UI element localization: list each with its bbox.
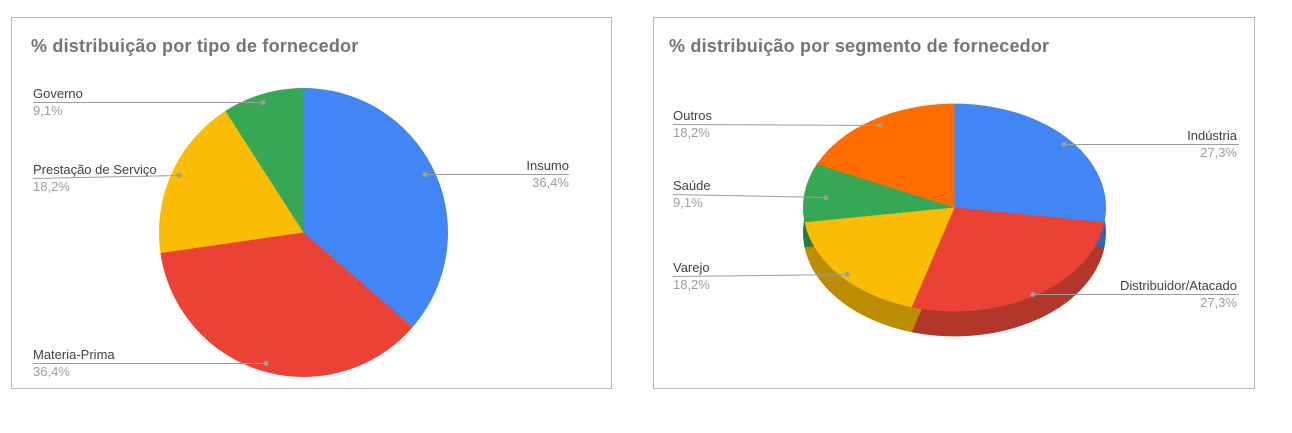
slice-label-industria: Indústria 27,3%	[1187, 128, 1237, 160]
slice-label-distribuidor-atacado: Distribuidor/Atacado 27,3%	[1119, 278, 1237, 310]
slice-label-governo: Governo 9,1%	[33, 86, 83, 118]
chart-card-segmento-fornecedor[interactable]: % distribuição por segmento de fornecedo…	[653, 17, 1255, 389]
slice-label-saude: Saúde 9,1%	[673, 178, 711, 210]
slice-label-varejo: Varejo 18,2%	[673, 260, 710, 292]
pie-chart-tipo[interactable]	[159, 88, 448, 377]
slice-label-insumo: Insumo 36,4%	[526, 158, 569, 190]
slice-label-materia-prima: Materia-Prima 36,4%	[33, 347, 115, 379]
pie-chart-segmento[interactable]	[803, 103, 1106, 312]
slice-label-prestacao-de-servico: Prestação de Serviço 18,2%	[33, 162, 157, 194]
chart-card-tipo-fornecedor[interactable]: % distribuição por tipo de fornecedor Go…	[11, 17, 612, 389]
chart-title: % distribuição por tipo de fornecedor	[31, 36, 359, 56]
chart-title: % distribuição por segmento de fornecedo…	[669, 36, 1050, 56]
slice-label-outros: Outros 18,2%	[673, 108, 713, 140]
